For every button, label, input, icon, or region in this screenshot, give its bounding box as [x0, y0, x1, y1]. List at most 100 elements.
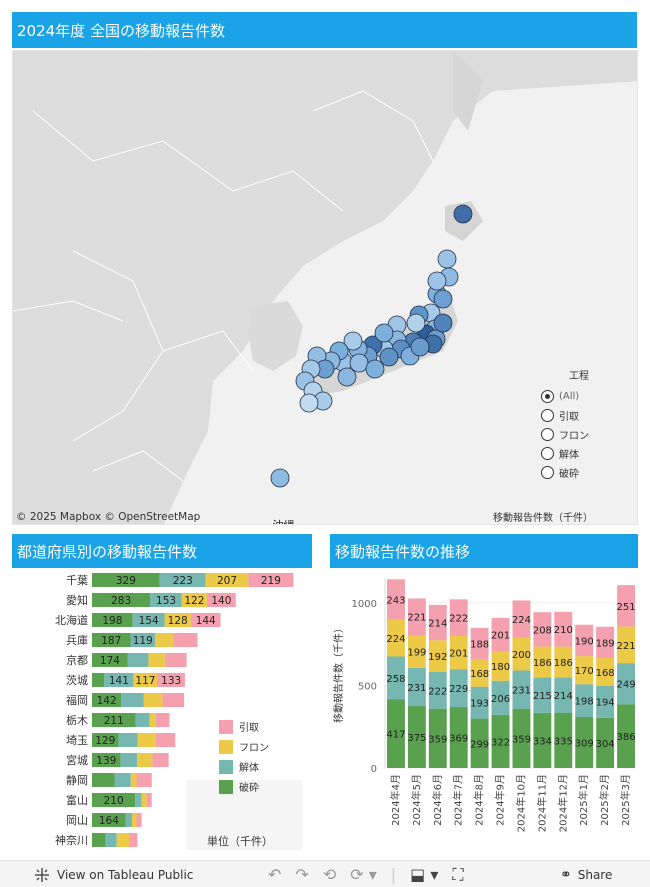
prefecture-bubble[interactable] [379, 347, 399, 367]
pref-bar-segment[interactable] [116, 833, 130, 847]
trend-bar-segment[interactable] [491, 680, 510, 715]
pref-bar-segment[interactable] [92, 833, 106, 847]
pref-bar-segment[interactable] [141, 793, 147, 807]
pref-bar-segment[interactable] [136, 813, 142, 827]
trend-bar-segment[interactable] [533, 712, 552, 768]
trend-bar-segment[interactable] [575, 716, 594, 768]
trend-bar-segment[interactable] [407, 667, 426, 707]
trend-bar-segment[interactable] [575, 656, 594, 685]
map-canvas[interactable] [13, 51, 638, 525]
trend-bar-segment[interactable] [470, 658, 489, 687]
trend-bar-segment[interactable] [617, 626, 635, 664]
trend-bar-segment[interactable] [596, 626, 615, 658]
trend-bar-segment[interactable] [533, 612, 552, 647]
trend-bar-segment[interactable] [449, 707, 468, 768]
trend-bar-segment[interactable] [533, 646, 552, 678]
pref-bar-segment[interactable] [92, 813, 126, 827]
trend-bar-segment[interactable] [428, 708, 447, 768]
trend-bar-segment[interactable] [470, 718, 489, 768]
pref-bar-segment[interactable] [92, 773, 115, 787]
prefecture-bubble[interactable] [337, 367, 357, 387]
trend-bar-segment[interactable] [428, 604, 447, 641]
pref-bar-segment[interactable] [92, 693, 122, 707]
trend-bar-segment[interactable] [470, 686, 489, 719]
pref-bar-segment[interactable] [137, 753, 153, 767]
pref-bar-segment[interactable] [135, 793, 142, 807]
prefecture-bubble[interactable] [343, 331, 363, 351]
pref-bar-segment[interactable] [150, 593, 182, 607]
pref-bar-segment[interactable] [190, 613, 221, 627]
download-icon[interactable]: ⬓ ▾ [410, 865, 439, 884]
pref-bar-segment[interactable] [149, 713, 156, 727]
prefecture-bubble[interactable] [349, 353, 369, 373]
prefecture-bubble[interactable] [299, 393, 319, 413]
trend-bar-segment[interactable] [387, 579, 405, 620]
fullscreen-icon[interactable]: ⛶ [452, 865, 464, 884]
pref-bar-segment[interactable] [125, 813, 132, 827]
undo-icon[interactable]: ↶ [268, 865, 282, 884]
pref-bar-segment[interactable] [118, 733, 138, 747]
trend-bar-segment[interactable] [407, 706, 426, 768]
pref-bar-segment[interactable] [92, 613, 133, 627]
trend-bar-segment[interactable] [617, 704, 635, 768]
pref-bar-segment[interactable] [136, 773, 152, 787]
pref-bar-segment[interactable] [137, 733, 156, 747]
pref-bar-segment[interactable] [148, 653, 165, 667]
pref-bar-segment[interactable] [130, 633, 156, 647]
pref-bar-segment[interactable] [155, 713, 170, 727]
pref-bar-segment[interactable] [162, 693, 185, 707]
trend-bar-segment[interactable] [449, 669, 468, 708]
prefecture-bubble[interactable] [437, 249, 457, 269]
pref-bar-segment[interactable] [155, 733, 176, 747]
revert-icon[interactable]: ⟲ [322, 865, 337, 884]
pref-bar-segment[interactable] [92, 673, 105, 687]
pref-bar-segment[interactable] [92, 733, 119, 747]
trend-bar-segment[interactable] [449, 635, 468, 670]
pref-bar-segment[interactable] [159, 573, 206, 587]
prefecture-bubble[interactable] [453, 204, 473, 224]
pref-bar-segment[interactable] [127, 653, 149, 667]
trend-bar-segment[interactable] [387, 699, 405, 768]
filter-option-all[interactable]: (All) [541, 387, 589, 406]
trend-bar-segment[interactable] [407, 598, 426, 635]
pref-bar-segment[interactable] [173, 633, 198, 647]
pref-bar-segment[interactable] [131, 813, 137, 827]
trend-bar-segment[interactable] [533, 677, 552, 713]
pref-bar-segment[interactable] [135, 713, 150, 727]
pref-bar-segment[interactable] [129, 833, 138, 847]
trend-bar-segment[interactable] [554, 712, 573, 768]
trend-bar-segment[interactable] [491, 651, 510, 681]
pref-bar-segment[interactable] [92, 593, 151, 607]
pref-bar-segment[interactable] [130, 773, 137, 787]
pref-bar-segment[interactable] [120, 753, 138, 767]
prefecture-bubble[interactable] [433, 289, 453, 309]
trend-bar-segment[interactable] [428, 640, 447, 673]
trend-bar-segment[interactable] [428, 672, 447, 709]
pref-bar-segment[interactable] [114, 773, 131, 787]
trend-bar-segment[interactable] [617, 663, 635, 705]
trend-bar-segment[interactable] [596, 657, 615, 686]
trend-bar-segment[interactable] [596, 717, 615, 768]
prefecture-bubble[interactable] [410, 337, 430, 357]
pref-bar-segment[interactable] [92, 753, 121, 767]
pref-bar-segment[interactable] [206, 593, 236, 607]
trend-bar-segment[interactable] [596, 685, 615, 718]
pref-bar-segment[interactable] [104, 673, 134, 687]
prefecture-bubble[interactable] [365, 359, 385, 379]
trend-bar-segment[interactable] [554, 646, 573, 678]
trend-bar-segment[interactable] [575, 624, 594, 657]
pref-bar-segment[interactable] [146, 793, 152, 807]
trend-bar-segment[interactable] [575, 684, 594, 717]
trend-bar-segment[interactable] [491, 714, 510, 768]
prefecture-bubble[interactable] [406, 313, 426, 333]
trend-bar-segment[interactable] [387, 619, 405, 657]
trend-bar-segment[interactable] [512, 637, 531, 671]
trend-bar-segment[interactable] [554, 611, 573, 647]
pref-bar-segment[interactable] [92, 793, 136, 807]
filter-option-kaitai[interactable]: 解体 [541, 444, 589, 463]
refresh-icon[interactable]: ⟳ ▾ [350, 865, 377, 884]
okinawa-inset[interactable]: 沖縄 266 [269, 517, 298, 524]
pref-bar-segment[interactable] [152, 753, 169, 767]
trend-bar-segment[interactable] [470, 627, 489, 659]
pref-bar-segment[interactable] [205, 573, 249, 587]
